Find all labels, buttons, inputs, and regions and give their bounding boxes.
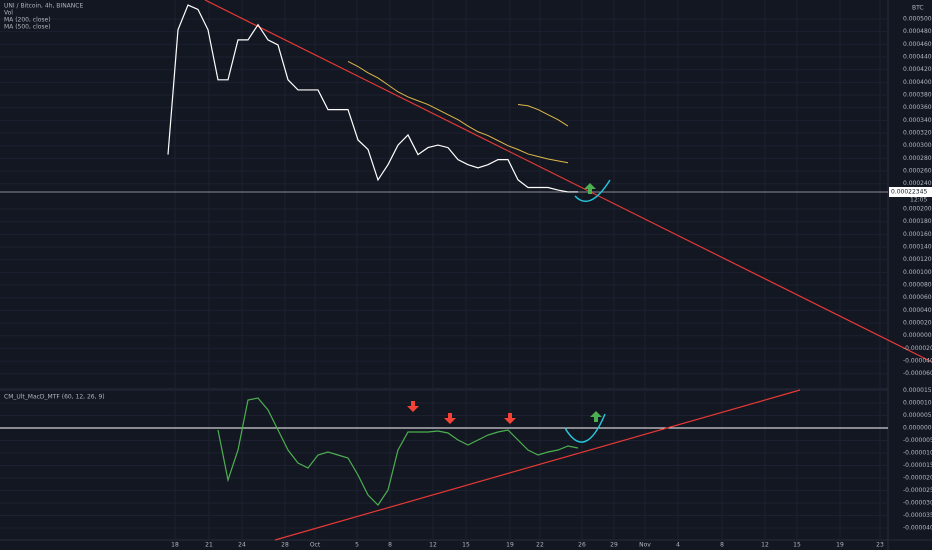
y-tick-label: 0.00046000 [903,41,932,48]
y-tick-label: 0.00050000 [903,16,932,23]
x-tick-label: 19 [836,542,844,549]
x-tick-label: 29 [610,542,618,549]
up-arrow [590,411,602,422]
x-tick-label: 18 [171,542,179,549]
y-tick-label: 0.00040000 [903,79,932,86]
y-tick-label: 0.00001500 [903,387,932,394]
legend-entry: MA (500, close) [4,24,51,31]
resistance-trendline [204,0,932,363]
y-tick-label: 0.00000500 [903,412,932,419]
y-tick-label: 0.00010000 [903,269,932,276]
y-tick-label: 0.00044000 [903,54,932,61]
y-tick-label: 0.00008000 [903,282,932,289]
y-tick-label: 0.00004000 [903,307,932,314]
y-tick-label: 0.00012000 [903,256,932,263]
down-arrow [407,401,419,412]
y-tick-label: 0.00002000 [903,320,932,327]
y-tick-label: 0.00038000 [903,92,932,99]
x-tick-label: 23 [876,542,884,549]
up-arrow [584,183,596,194]
y-tick-label: 0.00020000 [903,206,932,213]
x-tick-label: Oct [310,542,321,549]
y-tick-label: 0.00014000 [903,244,932,251]
y-tick-label: 0.00000000 [903,425,932,432]
x-tick-label: 8 [720,542,724,549]
legend-entry: MA (200, close) [4,17,51,24]
y-tick-label: -0.00001000 [903,450,932,457]
y-tick-label: -0.00002500 [903,487,932,494]
last-price-box [889,187,932,197]
x-tick-label: 12 [761,542,769,549]
axis-unit: BTC [912,5,924,12]
countdown: 12:05 [910,197,927,204]
y-tick-label: -0.00004000 [903,358,932,365]
x-tick-label: 15 [793,542,801,549]
y-tick-label: 0.00016000 [903,231,932,238]
y-tick-label: -0.00002000 [903,345,932,352]
y-tick-label: 0.00030000 [903,142,932,149]
y-tick-label: 0.00042000 [903,66,932,73]
y-tick-label: 0.00028000 [903,155,932,162]
y-tick-label: 0.00032000 [903,130,932,137]
x-tick-label: 15 [462,542,470,549]
y-tick-label: -0.00001500 [903,462,932,469]
y-tick-label: 0.00036000 [903,104,932,111]
y-tick-label: 0.00026000 [903,168,932,175]
x-tick-label: 28 [281,542,289,549]
y-tick-label: 0.00024000 [903,180,932,187]
x-tick-label: 19 [506,542,514,549]
indicator-title: CM_Ult_MacD_MTF (60, 12, 26, 9) [4,394,105,401]
x-tick-label: 5 [355,542,359,549]
x-tick-label: 21 [205,542,213,549]
support-trendline [274,389,801,541]
y-tick-label: 0.00034000 [903,117,932,124]
y-tick-label: -0.00004000 [903,525,932,532]
projection-curve [574,179,611,202]
y-tick-label: 0.00048000 [903,28,932,35]
y-tick-label: 0.00006000 [903,294,932,301]
y-tick-label: 0.00018000 [903,218,932,225]
series-line [167,4,578,193]
x-tick-label: 22 [536,542,544,549]
macd-projection-curve [564,413,606,443]
y-tick-label: -0.00002000 [903,475,932,482]
y-tick-label: -0.00003000 [903,500,932,507]
x-tick-label: 26 [578,542,586,549]
y-tick-label: -0.00000500 [903,437,932,444]
x-tick-label: 8 [388,542,392,549]
series-line [517,104,569,127]
indicator-label: Vol [4,10,13,17]
y-tick-label: 0.00000000 [903,332,932,339]
x-tick-label: 12 [429,542,437,549]
series-line [217,397,579,506]
plot [167,4,579,506]
y-tick-label: 0.00001000 [903,400,932,407]
series-line [347,61,569,164]
x-tick-label: Nov [639,542,651,549]
last-price-label: 0.00022345 [891,189,927,196]
chart-title: UNI / Bitcoin, 4h, BINANCE [4,3,83,10]
y-tick-label: -0.00003500 [903,512,932,519]
down-arrow [504,413,516,424]
y-tick-label: -0.00006000 [903,370,932,377]
down-arrow [444,413,456,424]
x-tick-label: 4 [676,542,680,549]
x-tick-label: 24 [238,542,246,549]
